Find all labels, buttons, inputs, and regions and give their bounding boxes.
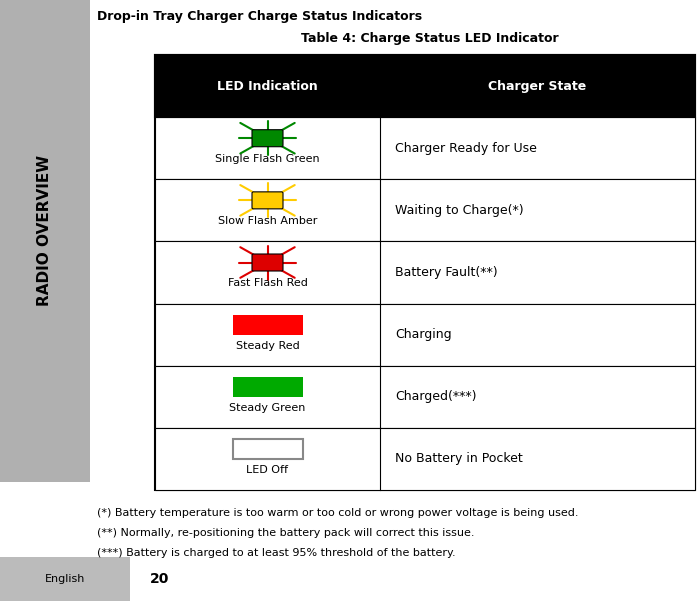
Bar	[155, 428, 695, 490]
Bar	[155, 117, 695, 179]
Text: (***) Battery is charged to at least 95% threshold of the battery.: (***) Battery is charged to at least 95%…	[97, 548, 456, 558]
Bar	[155, 304, 695, 366]
Text: LED Off: LED Off	[247, 465, 289, 475]
Bar	[233, 439, 303, 459]
Text: Single Flash Green: Single Flash Green	[215, 154, 320, 164]
Bar	[233, 315, 303, 335]
FancyBboxPatch shape	[252, 130, 283, 147]
Text: Charged(***): Charged(***)	[395, 390, 477, 403]
Bar	[155, 55, 695, 117]
Text: English: English	[45, 574, 85, 584]
Text: Table 4: Charge Status LED Indicator: Table 4: Charge Status LED Indicator	[301, 32, 559, 45]
Bar	[233, 377, 303, 397]
Bar	[155, 366, 695, 428]
Text: Charger State: Charger State	[489, 79, 586, 93]
Text: Steady Green: Steady Green	[229, 403, 305, 413]
Bar	[155, 242, 695, 304]
Text: Drop-in Tray Charger Charge Status Indicators: Drop-in Tray Charger Charge Status Indic…	[97, 10, 422, 23]
Bar	[155, 179, 695, 242]
Text: RADIO OVERVIEW: RADIO OVERVIEW	[38, 154, 52, 305]
Text: Charging: Charging	[395, 328, 452, 341]
Text: 20: 20	[150, 572, 169, 586]
Text: Slow Flash Amber: Slow Flash Amber	[218, 216, 317, 227]
Text: Charger Ready for Use: Charger Ready for Use	[395, 142, 537, 154]
Text: (**) Normally, re-positioning the battery pack will correct this issue.: (**) Normally, re-positioning the batter…	[97, 528, 475, 538]
FancyBboxPatch shape	[252, 254, 283, 271]
Bar	[155, 55, 695, 490]
Text: Steady Red: Steady Red	[236, 341, 299, 350]
Text: Battery Fault(**): Battery Fault(**)	[395, 266, 498, 279]
Text: No Battery in Pocket: No Battery in Pocket	[395, 453, 523, 465]
Bar	[0, 0, 90, 482]
FancyBboxPatch shape	[252, 192, 283, 209]
Text: Waiting to Charge(*): Waiting to Charge(*)	[395, 204, 524, 217]
Bar	[0, 557, 130, 601]
Text: Fast Flash Red: Fast Flash Red	[228, 278, 308, 288]
Text: LED Indication: LED Indication	[217, 79, 318, 93]
Text: (*) Battery temperature is too warm or too cold or wrong power voltage is being : (*) Battery temperature is too warm or t…	[97, 508, 579, 518]
